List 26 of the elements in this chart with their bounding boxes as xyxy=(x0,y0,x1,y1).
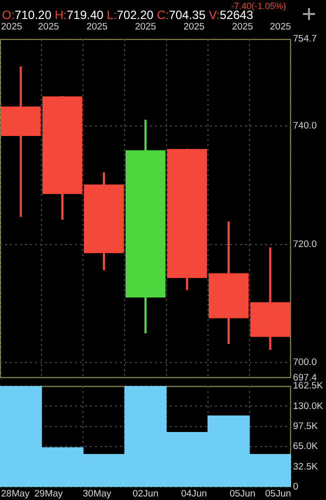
text: 2025 xyxy=(38,22,60,33)
text: 02Jun xyxy=(132,488,158,500)
y-tick-label: 740.0 xyxy=(293,120,317,132)
text: 28May xyxy=(1,488,30,500)
text: 2025 xyxy=(270,22,292,33)
text: 2025 xyxy=(0,22,22,33)
y-tick-label: 700.0 xyxy=(293,357,317,368)
text: 05Jun xyxy=(265,488,292,500)
text: 05Jun xyxy=(230,488,256,500)
text: 29May xyxy=(34,488,64,500)
text: 2025 xyxy=(183,22,205,33)
text: 04Jun xyxy=(181,488,207,500)
text: 2025 xyxy=(232,22,254,33)
y-tick-label: 65.0K xyxy=(293,441,318,452)
y-tick-label: 720.0 xyxy=(293,238,317,250)
y-tick-label: 162.5K xyxy=(293,380,324,392)
y-tick-label: 0 xyxy=(293,482,298,493)
text: 30May xyxy=(82,488,112,500)
text: 2025 xyxy=(86,22,108,33)
y-tick-label: 130.0K xyxy=(293,400,324,412)
y-tick-label: 97.5K xyxy=(293,421,318,432)
chart-title: -7.40(-1.05%) xyxy=(230,1,286,11)
y-tick-label: 32.5K xyxy=(293,461,318,472)
y-tick-label: 754.7 xyxy=(293,34,317,45)
candlestick xyxy=(0,66,41,217)
text: 2025 xyxy=(134,22,156,33)
